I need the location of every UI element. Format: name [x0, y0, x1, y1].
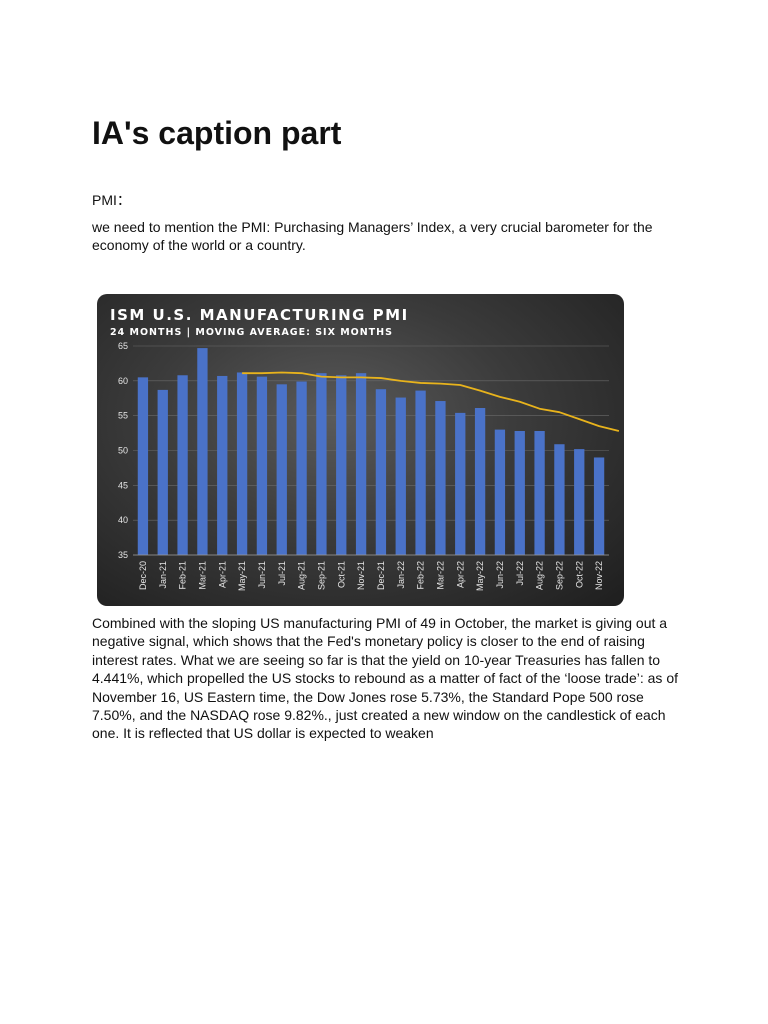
pmi-bar: [355, 373, 367, 555]
y-tick-label: 55: [118, 411, 128, 421]
x-tick-label: Jun-22: [495, 561, 505, 589]
x-tick-label: Sep-21: [316, 561, 326, 590]
section-label: PMI：: [92, 192, 131, 208]
chart-subtitle: 24 MONTHS | MOVING AVERAGE: SIX MONTHS: [110, 327, 393, 338]
x-tick-label: Feb-22: [416, 561, 426, 590]
pmi-bar: [593, 457, 605, 555]
pmi-bar: [534, 430, 545, 555]
x-tick-label: Aug-21: [297, 561, 307, 590]
x-tick-label: Jan-21: [158, 561, 168, 589]
pmi-bar: [395, 397, 406, 555]
pmi-bar: [137, 377, 149, 555]
pmi-bar: [157, 389, 168, 555]
pmi-bar: [217, 375, 228, 555]
moving-average-polyline: [242, 371, 620, 432]
pmi-bar: [474, 408, 486, 555]
pmi-bar: [514, 430, 525, 555]
y-tick-label: 35: [118, 550, 128, 560]
x-tick-label: Apr-21: [217, 561, 227, 588]
x-tick-label: Oct-22: [574, 561, 584, 588]
chart-axes: 35 40 45 50 55 60 65 Dec-20 Jan-21 Feb-21 Mar-21 Ap…: [118, 341, 609, 591]
y-tick-label: 60: [118, 376, 128, 386]
pmi-bar: [554, 444, 565, 555]
x-tick-label: Oct-21: [336, 561, 346, 588]
pmi-bar: [177, 375, 188, 555]
pmi-bar: [435, 401, 446, 555]
x-tick-label: Feb-21: [178, 561, 188, 590]
x-tick-label: May-22: [475, 561, 485, 591]
x-tick-label: Sep-22: [554, 561, 564, 590]
moving-average-line: [242, 371, 620, 432]
x-tick-label: Mar-22: [435, 561, 445, 590]
pmi-bar: [574, 449, 585, 555]
chart-title: ISM U.S. MANUFACTURING PMI: [110, 306, 409, 324]
y-tick-label: 40: [118, 515, 128, 525]
x-tick-label: Dec-21: [376, 561, 386, 590]
pmi-bar: [316, 373, 327, 555]
pmi-bar: [197, 348, 208, 555]
x-tick-label: Apr-22: [455, 561, 465, 588]
y-tick-label: 50: [118, 446, 128, 456]
document-title: IA's caption part: [92, 115, 342, 151]
y-tick-label: 45: [118, 480, 128, 490]
x-tick-label: Dec-20: [138, 561, 148, 590]
pmi-bar: [336, 375, 347, 555]
x-tick-label: Nov-21: [356, 561, 366, 590]
x-tick-label: Jun-21: [257, 561, 267, 589]
pmi-bar: [276, 384, 287, 555]
x-tick-label: Mar-21: [197, 561, 207, 590]
pmi-bar: [296, 381, 307, 555]
pmi-bar: [415, 390, 426, 555]
pmi-chart-svg: ISM U.S. MANUFACTURING PMI 24 MONTHS | M…: [110, 306, 620, 591]
x-tick-label: May-21: [237, 561, 247, 591]
pmi-bar: [494, 429, 506, 555]
pmi-bar: [236, 372, 248, 555]
x-tick-label: Jan-22: [396, 561, 406, 589]
x-tick-label: Jul-21: [277, 561, 287, 586]
pmi-bar: [256, 376, 268, 555]
chart-bars: [137, 348, 605, 555]
pmi-bar: [455, 412, 466, 555]
x-tick-label: Nov-22: [594, 561, 604, 590]
pmi-bar: [375, 389, 387, 555]
body-paragraph: Combined with the sloping US manufacturi…: [92, 615, 678, 742]
intro-paragraph: we need to mention the PMI: Purchasing M…: [92, 219, 653, 253]
y-tick-label: 65: [118, 341, 128, 351]
pmi-chart: ISM U.S. MANUFACTURING PMI 24 MONTHS | M…: [97, 294, 624, 606]
x-tick-label: Aug-22: [535, 561, 545, 590]
x-tick-label: Jul-22: [515, 561, 525, 586]
